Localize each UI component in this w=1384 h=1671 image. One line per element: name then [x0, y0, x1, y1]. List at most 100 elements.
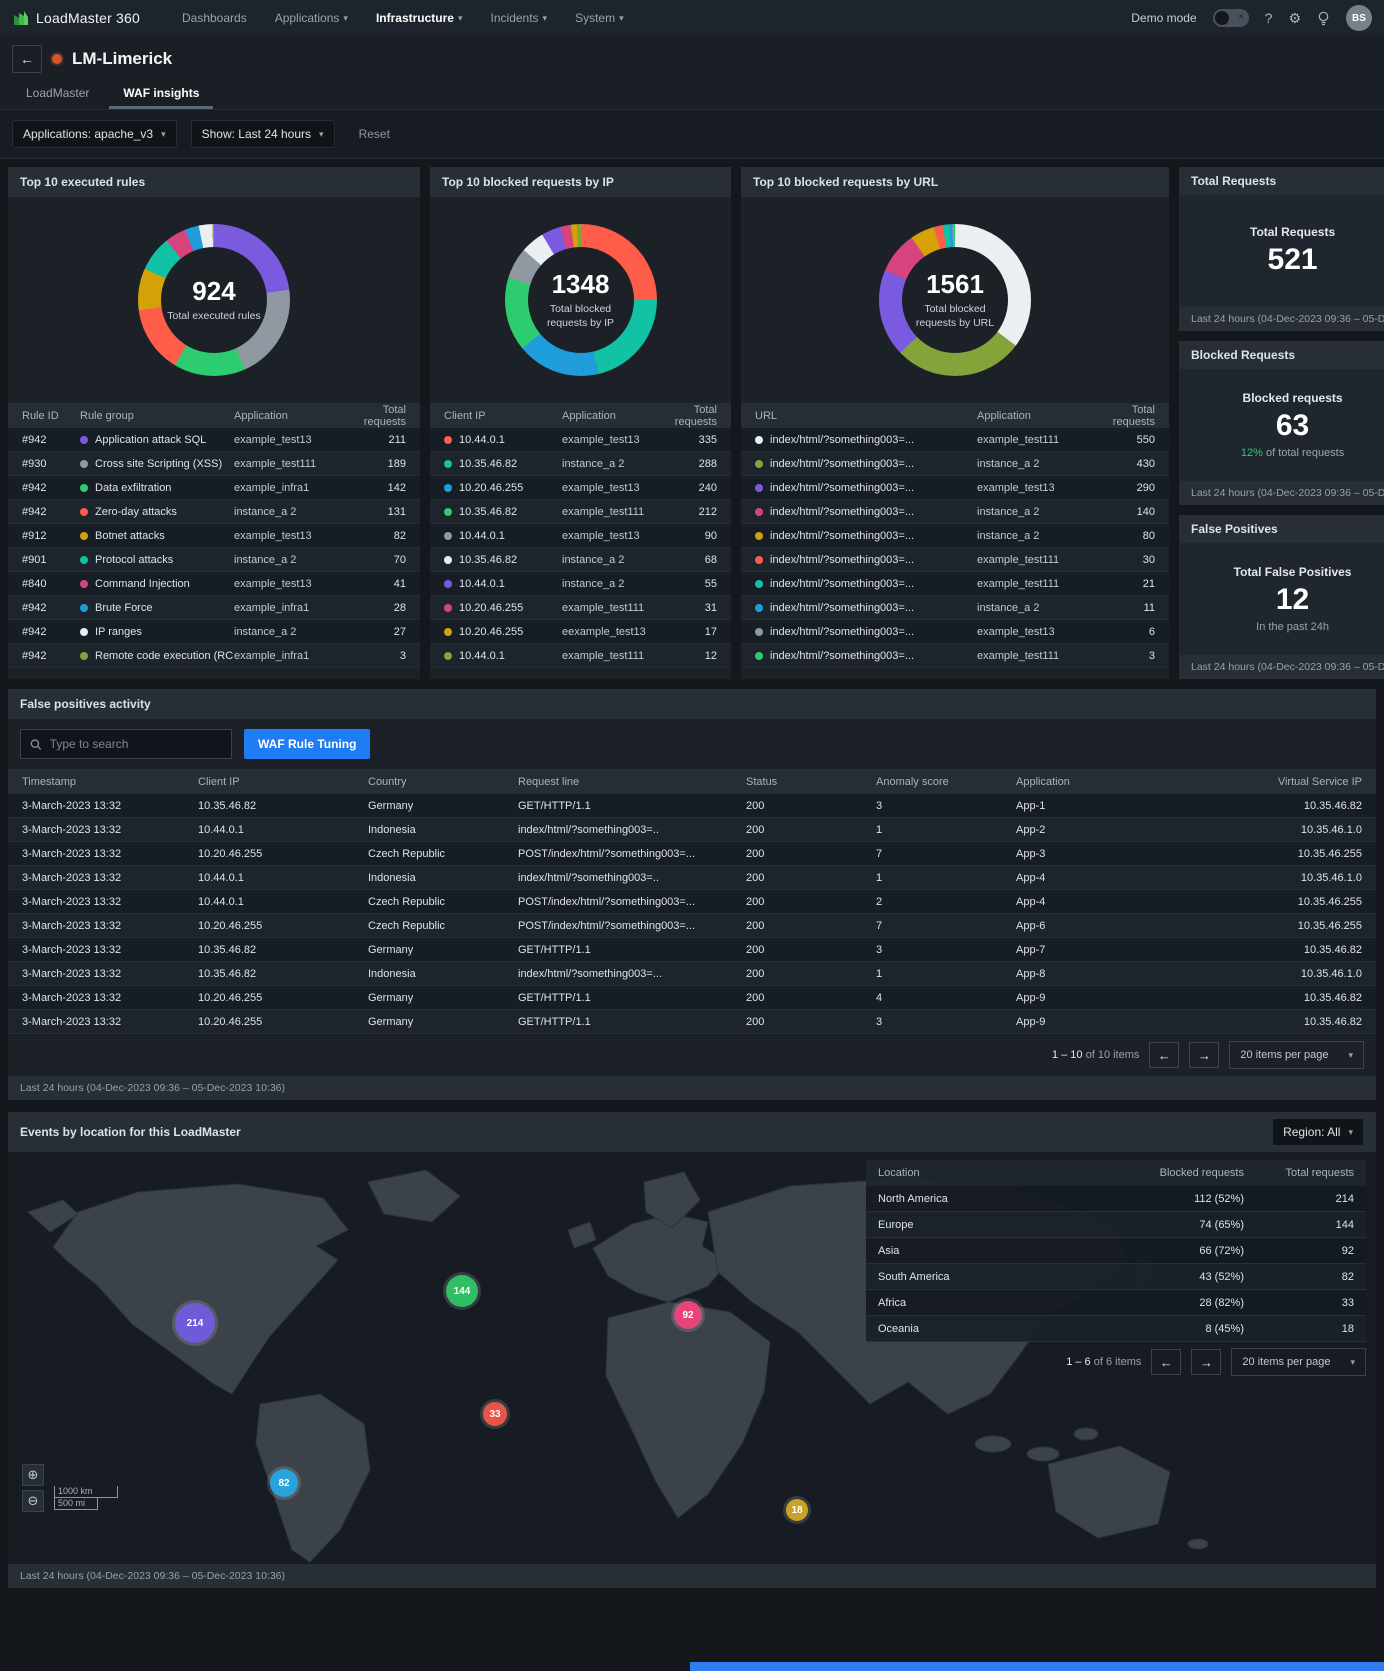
table-row: 10.44.0.1 example_test111 12: [430, 644, 731, 668]
status: 200: [746, 991, 765, 1004]
rule-group: Command Injection: [80, 578, 234, 590]
location-rows: North America 112 (52%) 214 Europe 74 (65%) 1…: [866, 1186, 1366, 1342]
country: Germany: [368, 799, 414, 812]
executed-rules-donut-chart[interactable]: 924 Total executed rules: [138, 224, 290, 376]
blocked-by-url-donut-chart[interactable]: 1561 Total blocked requests by URL: [879, 224, 1031, 376]
event-bubble-africa[interactable]: 33: [483, 1402, 507, 1426]
items-per-page-dropdown[interactable]: 20 items per page ▾: [1229, 1041, 1364, 1069]
status: 200: [746, 967, 765, 980]
country: Czech Republic: [368, 847, 446, 860]
search-input[interactable]: [49, 737, 222, 751]
applications-filter-dropdown[interactable]: Applications: apache_v3 ▾: [12, 120, 177, 148]
country: Germany: [368, 991, 414, 1004]
series-color-dot: [755, 483, 763, 492]
event-bubble-south-america[interactable]: 82: [270, 1469, 298, 1497]
status: 200: [746, 895, 765, 908]
table-row: 10.20.46.255 example_test111 31: [430, 596, 731, 620]
application: example_test13: [234, 577, 312, 590]
label: Protocol attacks: [95, 553, 174, 566]
table-row: #942 Brute Force example_infra1 28: [8, 596, 420, 620]
back-button[interactable]: ←: [12, 45, 42, 73]
brand[interactable]: LoadMaster 360: [12, 9, 140, 27]
zoom-in-button[interactable]: ⊕: [22, 1464, 44, 1486]
series-color-dot: [80, 627, 88, 636]
total-requests: 335: [698, 433, 717, 446]
status: 200: [746, 1015, 765, 1028]
tab-loadmaster[interactable]: LoadMaster: [26, 86, 90, 100]
reset-filters-button[interactable]: Reset: [358, 127, 390, 141]
series-color-dot: [444, 579, 452, 588]
application: App-8: [1016, 967, 1046, 980]
event-bubble-asia[interactable]: 92: [674, 1301, 702, 1329]
zoom-out-button[interactable]: ⊖: [22, 1490, 44, 1512]
nav-item-infrastructure[interactable]: Infrastructure ▾: [375, 11, 463, 25]
location: Africa: [878, 1296, 907, 1309]
table-row: 10.44.0.1 example_test13 90: [430, 524, 731, 548]
lightbulb-icon[interactable]: [1317, 11, 1330, 26]
table-row: index/html/?something003=... example_test…: [741, 476, 1169, 500]
anomaly-score: 7: [876, 847, 883, 860]
timestamp: 3-March-2023 13:32: [22, 967, 122, 980]
next-page-button[interactable]: →: [1191, 1349, 1222, 1375]
show-filter-dropdown[interactable]: Show: Last 24 hours ▾: [190, 120, 335, 148]
application: example_infra1: [234, 649, 310, 662]
card-footer: Last 24 hours (04-Dec-2023 09:36 – 05-D.…: [1179, 655, 1384, 679]
table-row: Asia 66 (72%) 92: [866, 1238, 1366, 1264]
next-page-button[interactable]: →: [1189, 1042, 1220, 1068]
rule-id: #942: [22, 481, 47, 494]
region-filter-dropdown[interactable]: Region: All ▾: [1272, 1118, 1364, 1146]
rule-group: Zero-day attacks: [80, 506, 234, 518]
nav-item-system[interactable]: System ▾: [575, 11, 624, 25]
country: Czech Republic: [368, 895, 446, 908]
status: 200: [746, 919, 765, 932]
user-avatar[interactable]: BS: [1346, 5, 1372, 31]
previous-page-button[interactable]: ←: [1149, 1042, 1180, 1068]
event-bubble-oceania[interactable]: 18: [786, 1499, 808, 1521]
total-requests: 131: [387, 505, 406, 518]
table-row: 3-March-2023 13:32 10.20.46.255 Germany GET…: [8, 986, 1376, 1010]
rule-id: #942: [22, 649, 47, 662]
series-color-dot: [80, 555, 88, 564]
false-positives-card: False Positives Total False Positives 12…: [1179, 515, 1384, 679]
application: App-9: [1016, 1015, 1046, 1028]
nav-item-incidents[interactable]: Incidents ▾: [490, 11, 548, 25]
timestamp: 3-March-2023 13:32: [22, 799, 122, 812]
timestamp: 3-March-2023 13:32: [22, 871, 122, 884]
application: instance_a 2: [977, 601, 1040, 614]
card-footer: Last 24 hours (04-Dec-2023 09:36 – 05-D.…: [1179, 307, 1384, 331]
application: App-4: [1016, 871, 1046, 884]
location: Europe: [878, 1218, 914, 1231]
total-requests: 21: [1142, 577, 1155, 590]
total-requests: 55: [704, 577, 717, 590]
label: index/html/?something003=...: [770, 505, 915, 518]
total-requests: 90: [704, 529, 717, 542]
application: example_test111: [977, 433, 1060, 446]
nav-item-dashboards[interactable]: Dashboards: [181, 11, 247, 25]
event-bubble-north-america[interactable]: 214: [175, 1303, 215, 1343]
demo-mode-toggle[interactable]: ×: [1212, 9, 1249, 27]
tab-waf-insights[interactable]: WAF insights: [109, 78, 214, 109]
previous-page-button[interactable]: ←: [1151, 1349, 1182, 1375]
label: Botnet attacks: [95, 529, 165, 542]
nav-item-applications[interactable]: Applications ▾: [274, 11, 348, 25]
world-map[interactable]: 214 144 92 33 82 18 Location Blocked requests…: [8, 1152, 1376, 1564]
country: Indonesia: [368, 823, 416, 836]
series-color-dot: [80, 531, 88, 540]
search-icon: [30, 738, 42, 750]
chevron-down-icon: ▾: [1348, 1126, 1353, 1137]
total-requests: 6: [1148, 625, 1155, 638]
gear-icon[interactable]: ⚙: [1288, 9, 1301, 26]
rule-group: Brute Force: [80, 602, 234, 614]
blocked-requests: 112 (52%): [1194, 1192, 1244, 1205]
waf-rule-tuning-button[interactable]: WAF Rule Tuning: [244, 729, 371, 759]
event-bubble-europe[interactable]: 144: [446, 1275, 478, 1307]
series-color-dot: [80, 579, 88, 588]
blocked-by-ip-donut-chart[interactable]: 1348 Total blocked requests by IP: [504, 224, 657, 376]
application: example_infra1: [234, 601, 310, 614]
rule-id: #840: [22, 577, 47, 590]
help-icon[interactable]: ?: [1264, 10, 1273, 26]
items-per-page-dropdown[interactable]: 20 items per page ▾: [1231, 1348, 1366, 1376]
rule-id: #942: [22, 505, 47, 518]
anomaly-score: 1: [876, 823, 883, 836]
card-header: Total Requests: [1179, 167, 1384, 195]
